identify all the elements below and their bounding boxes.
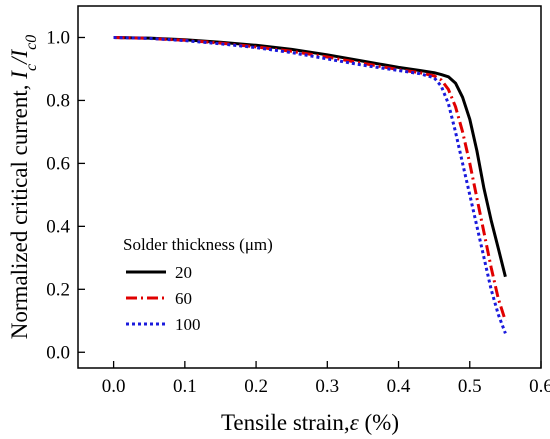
y-tick-label: 0.6	[46, 153, 70, 174]
x-axis-label: Tensile strain,ε (%)	[221, 410, 399, 435]
y-axis-label: Normalized critical current, Ic/Ic0	[7, 35, 40, 340]
x-tick-label: 0.6	[529, 376, 550, 397]
plot-frame	[77, 5, 542, 369]
y-tick-label: 0.2	[46, 279, 70, 300]
x-tick-label: 0.5	[458, 376, 482, 397]
series-line-20	[113, 36, 507, 278]
y-tick-label: 1.0	[46, 27, 70, 48]
x-tick-label: 0.1	[173, 376, 197, 397]
series-line-100	[113, 36, 507, 334]
y-tick-label: 0.4	[46, 216, 70, 237]
x-tick-label: 0.0	[102, 376, 126, 397]
legend-label: 60	[175, 289, 192, 308]
y-tick-label: 0.8	[46, 90, 70, 111]
legend: Solder thickness (μm) 20 60 100	[123, 235, 273, 334]
axis-ticks: 0.0 0.1 0.2 0.3 0.4 0.5 0.6 0.0 0.2 0.4 0.6 0.8 1.0	[46, 27, 550, 397]
legend-label: 100	[175, 315, 201, 334]
x-tick-label: 0.3	[315, 376, 339, 397]
series-line-60	[113, 36, 507, 322]
x-tick-label: 0.4	[387, 376, 411, 397]
x-tick-label: 0.2	[244, 376, 268, 397]
legend-items: 20 60 100	[126, 263, 201, 334]
y-tick-label: 0.0	[46, 342, 70, 363]
legend-label: 20	[175, 263, 192, 282]
legend-title: Solder thickness (μm)	[123, 235, 273, 254]
series-layer	[113, 36, 507, 334]
